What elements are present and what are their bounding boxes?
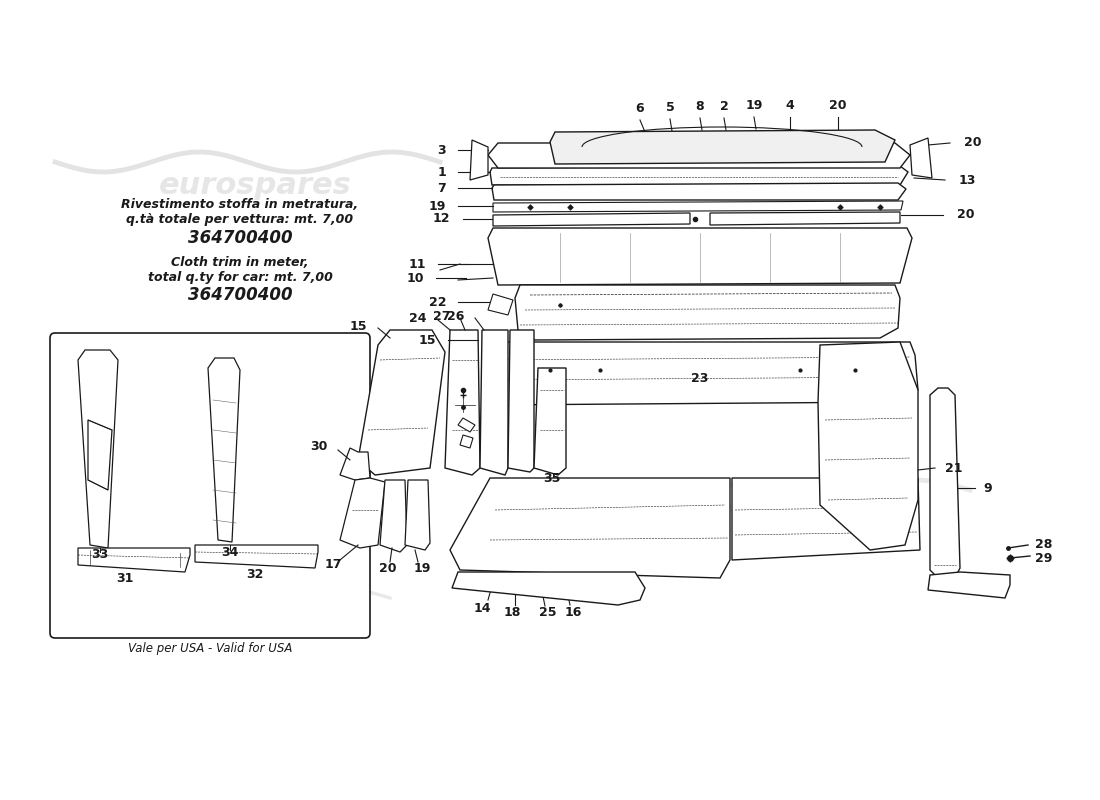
Polygon shape <box>515 285 900 340</box>
Polygon shape <box>493 201 903 212</box>
Polygon shape <box>508 330 534 472</box>
Polygon shape <box>78 350 118 548</box>
Text: 5: 5 <box>666 101 674 114</box>
Text: 22: 22 <box>429 295 446 309</box>
Polygon shape <box>493 213 690 226</box>
Polygon shape <box>458 418 475 432</box>
Text: 8: 8 <box>695 100 704 113</box>
Polygon shape <box>446 330 480 475</box>
Text: total q.ty for car: mt. 7,00: total q.ty for car: mt. 7,00 <box>147 270 332 283</box>
Polygon shape <box>492 183 906 200</box>
FancyBboxPatch shape <box>50 333 370 638</box>
Polygon shape <box>470 140 488 180</box>
Polygon shape <box>930 388 960 578</box>
Polygon shape <box>928 572 1010 598</box>
Text: q.tà totale per vettura: mt. 7,00: q.tà totale per vettura: mt. 7,00 <box>126 214 353 226</box>
Polygon shape <box>818 342 918 550</box>
Text: 24: 24 <box>408 311 426 325</box>
Text: 27: 27 <box>432 310 450 322</box>
Text: 17: 17 <box>324 558 342 571</box>
Text: 26: 26 <box>447 310 464 322</box>
Polygon shape <box>195 545 318 568</box>
Text: 364700400: 364700400 <box>188 229 293 247</box>
Text: 33: 33 <box>91 549 109 562</box>
Text: 1: 1 <box>438 166 446 178</box>
Text: 13: 13 <box>959 174 977 186</box>
Text: Cloth trim in meter,: Cloth trim in meter, <box>172 255 309 269</box>
Text: 14: 14 <box>473 602 491 614</box>
Text: 4: 4 <box>785 99 794 112</box>
Polygon shape <box>480 330 508 475</box>
Text: eurospares: eurospares <box>155 605 296 625</box>
Text: 364700400: 364700400 <box>188 286 293 304</box>
Polygon shape <box>710 212 900 225</box>
Polygon shape <box>488 294 513 315</box>
Text: 20: 20 <box>829 99 847 112</box>
Text: 19: 19 <box>746 99 762 112</box>
Polygon shape <box>450 478 730 578</box>
Text: Vale per USA - Valid for USA: Vale per USA - Valid for USA <box>128 642 293 655</box>
Text: 32: 32 <box>246 569 264 582</box>
Polygon shape <box>379 480 407 552</box>
Text: 20: 20 <box>957 209 975 222</box>
Polygon shape <box>340 478 385 548</box>
Text: 10: 10 <box>407 271 424 285</box>
Polygon shape <box>910 138 932 178</box>
Text: 28: 28 <box>1035 538 1053 551</box>
Text: 12: 12 <box>432 213 450 226</box>
Text: 29: 29 <box>1035 551 1053 565</box>
Polygon shape <box>460 435 473 448</box>
Text: 18: 18 <box>504 606 520 618</box>
Text: 3: 3 <box>438 143 446 157</box>
Polygon shape <box>485 342 918 405</box>
Polygon shape <box>488 143 910 168</box>
Text: 11: 11 <box>408 258 426 270</box>
Text: 19: 19 <box>414 562 431 574</box>
Polygon shape <box>732 478 920 560</box>
Text: 15: 15 <box>418 334 436 346</box>
Polygon shape <box>78 548 190 572</box>
Text: 23: 23 <box>691 371 708 385</box>
Text: 30: 30 <box>310 441 328 454</box>
Text: eurospares: eurospares <box>662 496 838 524</box>
Polygon shape <box>490 166 908 185</box>
Text: 20: 20 <box>964 137 981 150</box>
Polygon shape <box>550 130 895 164</box>
Polygon shape <box>488 228 912 285</box>
Polygon shape <box>452 572 645 605</box>
Polygon shape <box>358 330 446 475</box>
Text: 34: 34 <box>221 546 239 559</box>
Text: 15: 15 <box>350 319 367 333</box>
Text: 16: 16 <box>564 606 582 618</box>
Text: 25: 25 <box>539 606 557 619</box>
Text: 7: 7 <box>438 182 446 194</box>
Text: 31: 31 <box>117 571 134 585</box>
Text: 9: 9 <box>983 482 991 494</box>
Polygon shape <box>208 358 240 542</box>
Text: eurospares: eurospares <box>158 170 351 199</box>
Polygon shape <box>340 448 370 480</box>
Text: 20: 20 <box>379 562 397 574</box>
Text: 6: 6 <box>636 102 645 115</box>
Polygon shape <box>88 420 112 490</box>
Polygon shape <box>405 480 430 550</box>
Text: Rivestimento stoffa in metratura,: Rivestimento stoffa in metratura, <box>121 198 359 211</box>
Polygon shape <box>534 368 566 475</box>
Text: 35: 35 <box>543 471 561 485</box>
Text: 19: 19 <box>429 199 446 213</box>
Text: 21: 21 <box>945 462 962 474</box>
Text: 2: 2 <box>719 100 728 113</box>
